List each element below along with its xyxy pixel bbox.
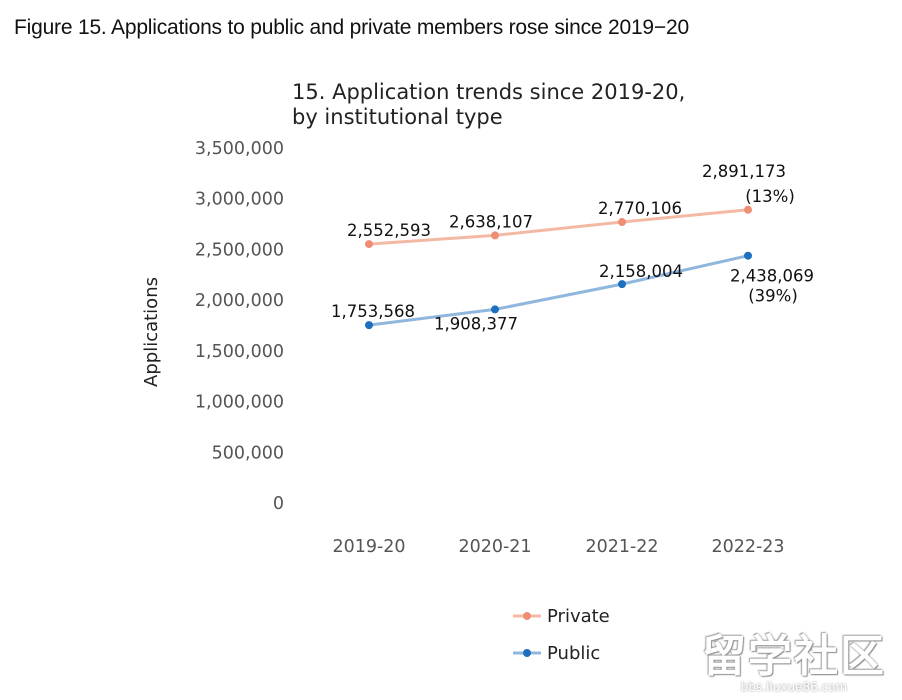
- data-label-layer: 2,552,593 2,638,107 2,770,106 2,891,173 (13%…: [331, 162, 814, 334]
- x-tick-label: 2021-22: [585, 537, 658, 557]
- legend-label-private: Private: [547, 606, 610, 627]
- data-label-public: 2,158,004: [599, 262, 683, 281]
- data-label-private: 2,891,173: [702, 162, 786, 181]
- data-label-private: 2,770,106: [598, 199, 682, 218]
- series-layer: [365, 205, 752, 330]
- data-point-public: [618, 280, 626, 289]
- data-point-public: [491, 305, 499, 314]
- series-line-public: [367, 254, 750, 327]
- data-label-public: 1,753,568: [331, 302, 415, 321]
- y-axis: 0 500,000 1,000,000 1,500,000 2,000,000 2,500…: [195, 139, 284, 514]
- change-annotation-public: (39%): [748, 287, 798, 306]
- data-label-private: 2,552,593: [347, 221, 431, 240]
- legend-item-public: Public: [513, 643, 600, 664]
- data-point-public: [365, 321, 373, 330]
- legend-label-public: Public: [547, 643, 600, 664]
- y-tick-label: 0: [273, 494, 284, 514]
- data-label-public: 1,908,377: [434, 314, 518, 333]
- data-point-public: [744, 251, 752, 260]
- x-tick-label: 2022-23: [711, 537, 784, 557]
- x-tick-label: 2020-21: [458, 537, 531, 557]
- data-label-public: 2,438,069: [730, 267, 814, 286]
- chart-title-line-1: 15. Application trends since 2019-20,: [292, 80, 685, 104]
- legend-swatch-dot-public: [523, 649, 531, 657]
- data-point-private: [744, 205, 752, 214]
- x-axis: 2019-20 2020-21 2021-22 2022-23: [332, 537, 784, 557]
- legend: Private Public: [513, 606, 610, 664]
- legend-swatch-dot-private: [523, 612, 531, 620]
- y-tick-label: 1,500,000: [195, 342, 284, 362]
- x-tick-label: 2019-20: [332, 537, 405, 557]
- series-line-private: [367, 208, 750, 246]
- data-label-private: 2,638,107: [449, 212, 533, 231]
- y-tick-label: 2,500,000: [195, 240, 284, 260]
- y-axis-label: Applications: [141, 277, 162, 387]
- y-tick-label: 2,000,000: [195, 291, 284, 311]
- data-point-private: [365, 240, 373, 249]
- data-point-private: [491, 231, 499, 240]
- y-tick-label: 3,500,000: [195, 139, 284, 159]
- change-annotation-private: (13%): [745, 187, 795, 206]
- legend-item-private: Private: [513, 606, 610, 627]
- chart-title-line-2: by institutional type: [292, 105, 503, 129]
- y-tick-label: 3,000,000: [195, 190, 284, 210]
- y-tick-label: 1,000,000: [195, 393, 284, 413]
- y-tick-label: 500,000: [212, 443, 284, 463]
- figure-heading: Figure 15. Applications to public and pr…: [14, 16, 689, 39]
- data-point-private: [618, 218, 626, 227]
